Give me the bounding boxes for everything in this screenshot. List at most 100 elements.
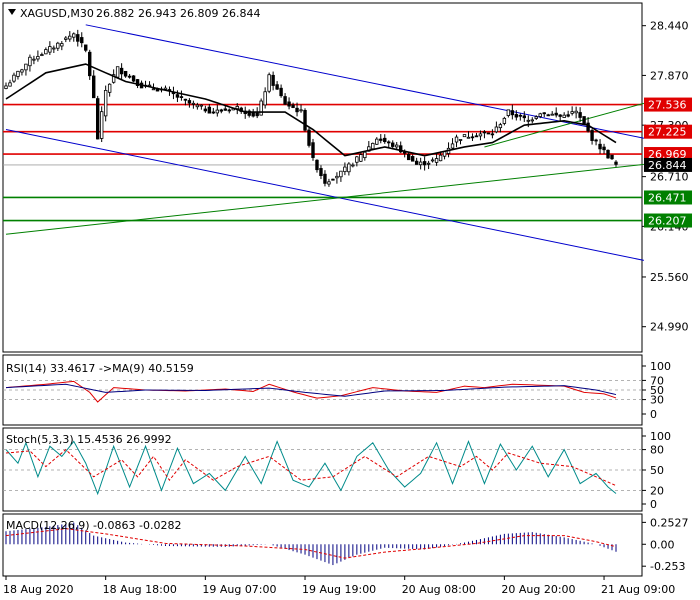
candle-body: [430, 159, 435, 162]
candle-body: [454, 136, 459, 143]
candle-body: [610, 154, 614, 160]
candle-body: [92, 75, 96, 99]
price-axis-label: 25.560: [650, 271, 689, 284]
candle-body: [303, 109, 307, 131]
candle-body: [68, 35, 72, 40]
candle-body: [486, 132, 491, 135]
candle-body: [72, 33, 76, 38]
candle-body: [271, 74, 275, 86]
candle-body: [327, 181, 331, 185]
candle-body: [574, 110, 578, 114]
candle-body: [111, 74, 116, 83]
candle-body: [187, 100, 192, 104]
candle-body: [215, 109, 220, 114]
candle-body: [28, 56, 32, 67]
axis-label: 80: [650, 444, 664, 457]
candle-body: [20, 69, 24, 73]
channel-lower-line[interactable]: [5, 129, 645, 261]
candle-body: [95, 98, 100, 140]
time-axis-label: 18 Aug 2020: [3, 583, 73, 596]
candle-body: [307, 129, 311, 146]
candle-body: [211, 111, 216, 114]
candle-body: [514, 114, 519, 118]
axis-label: 100: [650, 360, 671, 373]
axis-label: 30: [650, 394, 664, 407]
candle-body: [319, 168, 323, 176]
candle-body: [510, 110, 515, 116]
candle-body: [103, 90, 108, 117]
candle-body: [48, 46, 52, 53]
candle-body: [566, 114, 570, 117]
candle-body: [335, 175, 339, 179]
support-level-badge: [644, 213, 692, 228]
candle-body: [347, 163, 351, 173]
time-axis-label: 19 Aug 07:00: [202, 583, 276, 596]
axis-label: -0.253: [650, 560, 685, 573]
candle-body: [179, 96, 184, 98]
candle-body: [279, 87, 283, 97]
candle-body: [299, 109, 303, 112]
candle-body: [339, 170, 343, 178]
candle-body: [550, 113, 554, 116]
candle-body: [119, 67, 124, 75]
candle-body: [418, 161, 423, 166]
candle-body: [466, 136, 471, 139]
candle-body: [450, 143, 455, 149]
candle-body: [8, 82, 12, 87]
candle-body: [395, 144, 399, 148]
candle-body: [255, 112, 259, 117]
candle-body: [12, 74, 16, 82]
candle-body: [40, 54, 44, 56]
candle-body: [267, 74, 271, 92]
candle-body: [422, 161, 427, 166]
macd-pane[interactable]: 0.2527 0.00 -0.253 MACD(12,26,9) -0.0863 -…: [2, 513, 689, 577]
candle-body: [562, 114, 566, 118]
candle-body: [223, 108, 227, 111]
current-price-badge: [644, 157, 692, 172]
candle-body: [331, 178, 335, 181]
candle-body: [24, 63, 28, 71]
current-price-label: 26.844: [648, 159, 687, 172]
axis-label: 70: [650, 374, 664, 387]
candle-body: [163, 87, 168, 90]
support-trend-upper-line[interactable]: [484, 102, 645, 148]
candle-body: [287, 101, 291, 107]
time-axis-label: 20 Aug 08:00: [402, 583, 476, 596]
candle-body: [359, 154, 363, 162]
candle-body: [247, 110, 251, 116]
ma9-line: [5, 383, 617, 397]
triangle-down-icon[interactable]: [8, 9, 16, 15]
support-level-label: 26.471: [648, 191, 687, 204]
candle-body: [60, 43, 64, 47]
resistance-level-label: 26.969: [648, 148, 687, 161]
axis-label: 0: [650, 498, 657, 511]
candle-body: [76, 34, 80, 42]
macd-label: MACD(12,26,9) -0.0863 -0.0282: [6, 519, 181, 532]
candle-body: [135, 79, 140, 86]
candle-body: [371, 142, 375, 150]
support-level-label: 26.207: [648, 215, 687, 228]
candle-body: [546, 114, 550, 117]
support-trend-line[interactable]: [5, 163, 644, 235]
candle-body: [554, 112, 558, 116]
candle-body: [387, 141, 391, 144]
candle-body: [391, 142, 395, 147]
candle-body: [438, 154, 443, 162]
price-pane[interactable]: 28.44027.87027.30026.71026.14025.56024.9…: [2, 2, 692, 353]
axis-label: 50: [650, 384, 664, 397]
candles-group: [4, 29, 618, 187]
candle-body: [323, 173, 327, 184]
candle-body: [207, 106, 212, 114]
candle-body: [36, 56, 40, 60]
channel-upper-line[interactable]: [85, 24, 645, 139]
chart-header: XAGUSD,M30 26.882 26.943 26.809 26.844: [8, 7, 260, 20]
candle-body: [582, 116, 586, 125]
resistance-level-badge: [644, 147, 692, 162]
candle-body: [107, 83, 112, 93]
candle-body: [88, 51, 92, 77]
price-axis-label: 26.710: [650, 171, 689, 184]
